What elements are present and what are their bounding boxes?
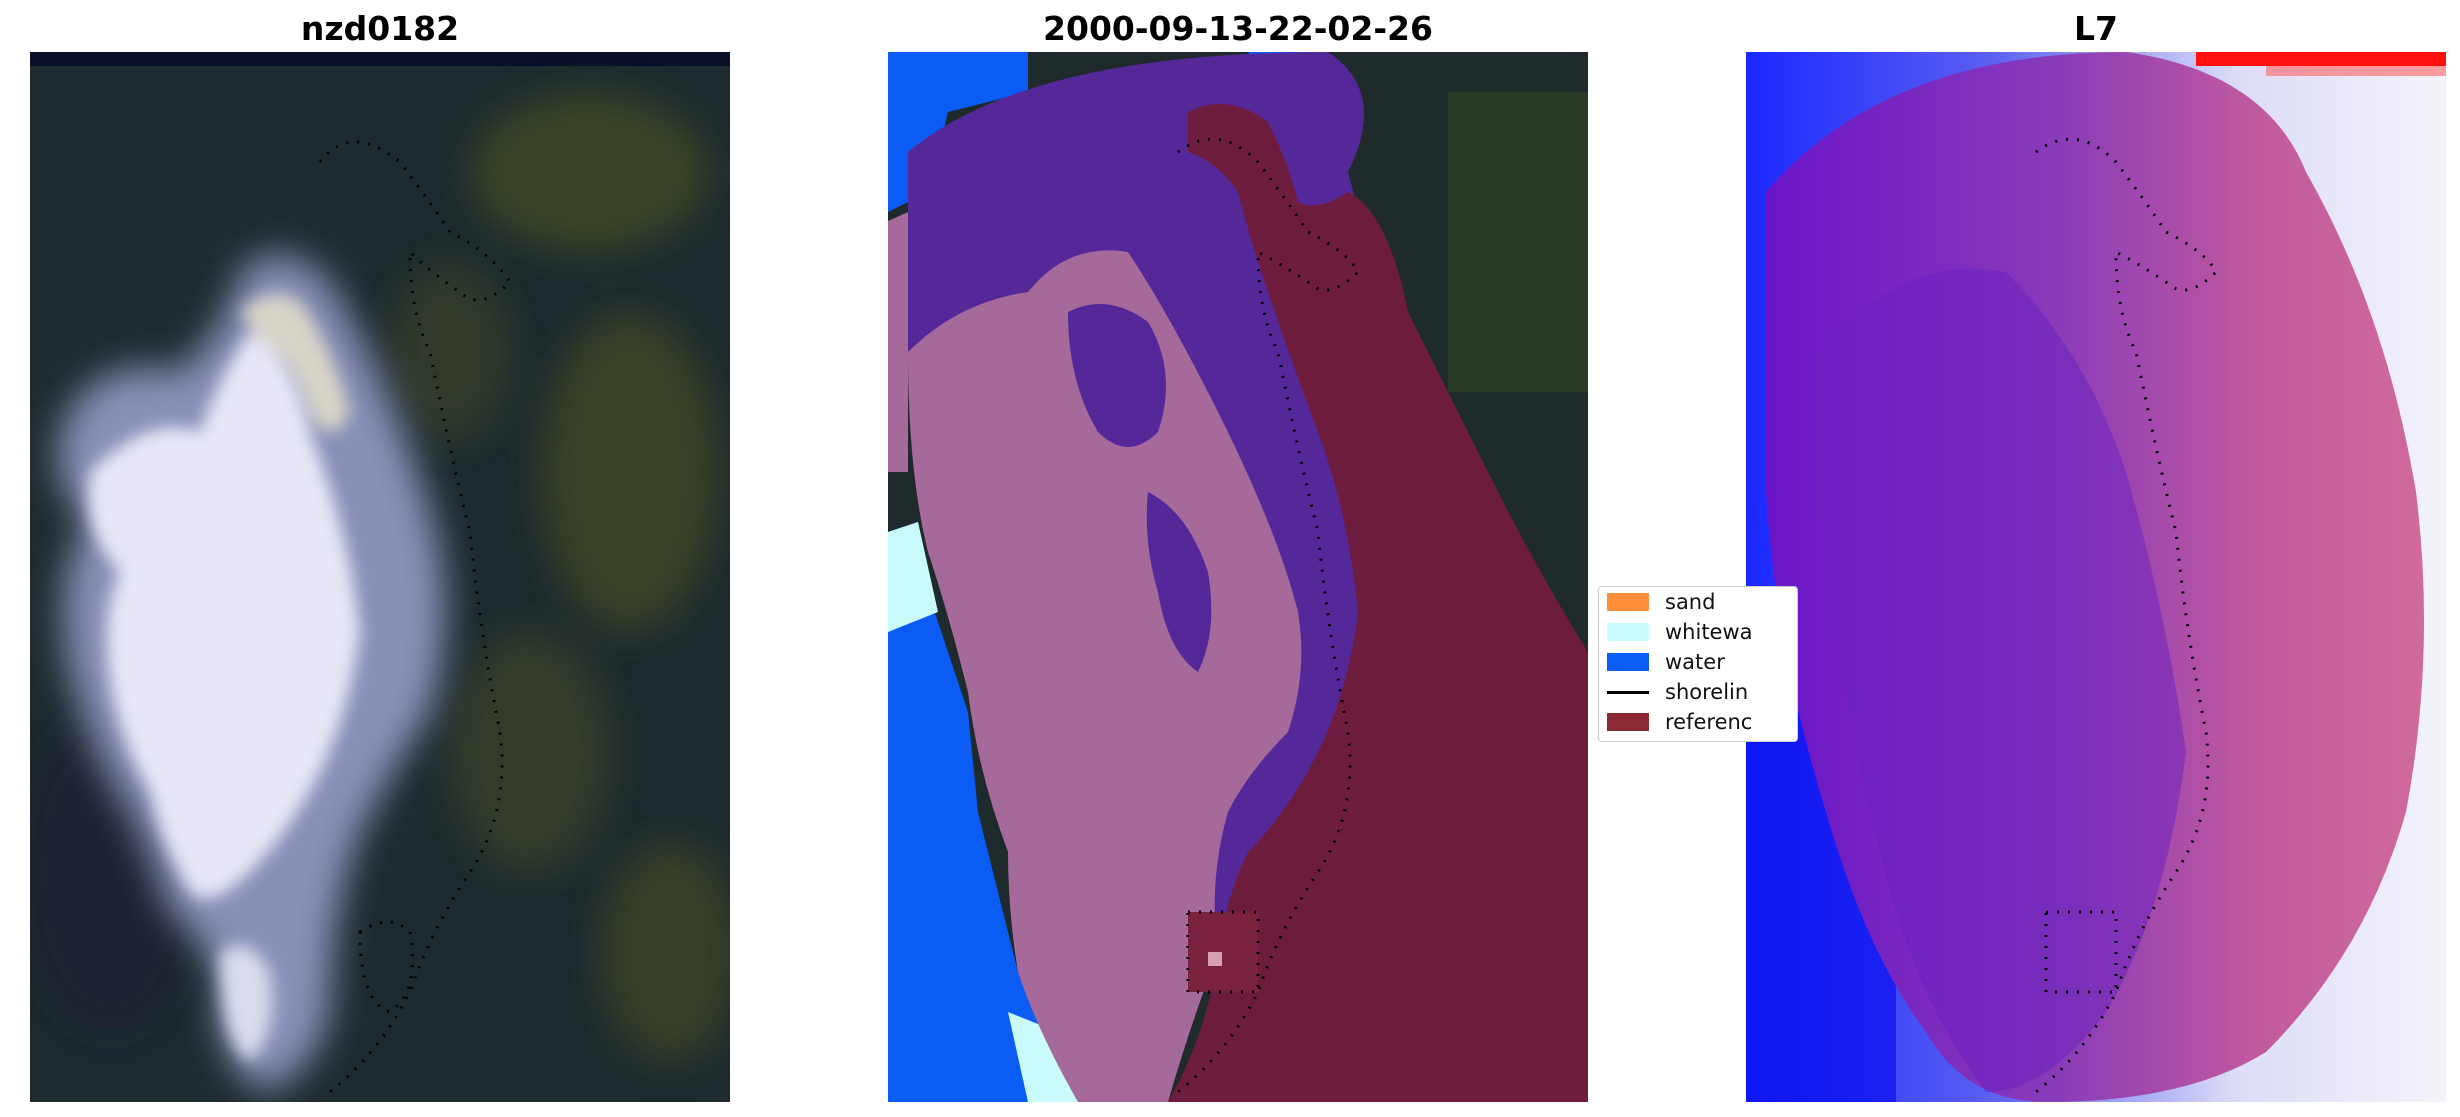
legend-label: referenc	[1665, 710, 1753, 734]
legend-label: whitewa	[1665, 620, 1753, 644]
sand-swatch	[1607, 593, 1649, 611]
panel-title-classification: 2000-09-13-22-02-26	[1043, 9, 1433, 48]
satellite-image	[30, 52, 730, 1102]
panel-title-image: nzd0182	[300, 9, 460, 48]
index-map	[1746, 52, 2446, 1102]
water-swatch	[1607, 653, 1649, 671]
legend-label: water	[1665, 650, 1725, 674]
shoreline-line-icon	[1607, 691, 1649, 694]
legend-label: shorelin	[1665, 680, 1749, 704]
classification-panel	[888, 52, 1588, 1102]
whitewater-swatch	[1607, 623, 1649, 641]
index-panel	[1746, 52, 2446, 1102]
legend: sand whitewa water shorelin referenc	[1598, 586, 1798, 742]
reference-swatch	[1607, 713, 1649, 731]
satellite-image-panel	[30, 52, 730, 1102]
legend-label: sand	[1665, 590, 1716, 614]
panel-title-index: L7	[2074, 9, 2118, 48]
classification-map	[888, 52, 1588, 1102]
